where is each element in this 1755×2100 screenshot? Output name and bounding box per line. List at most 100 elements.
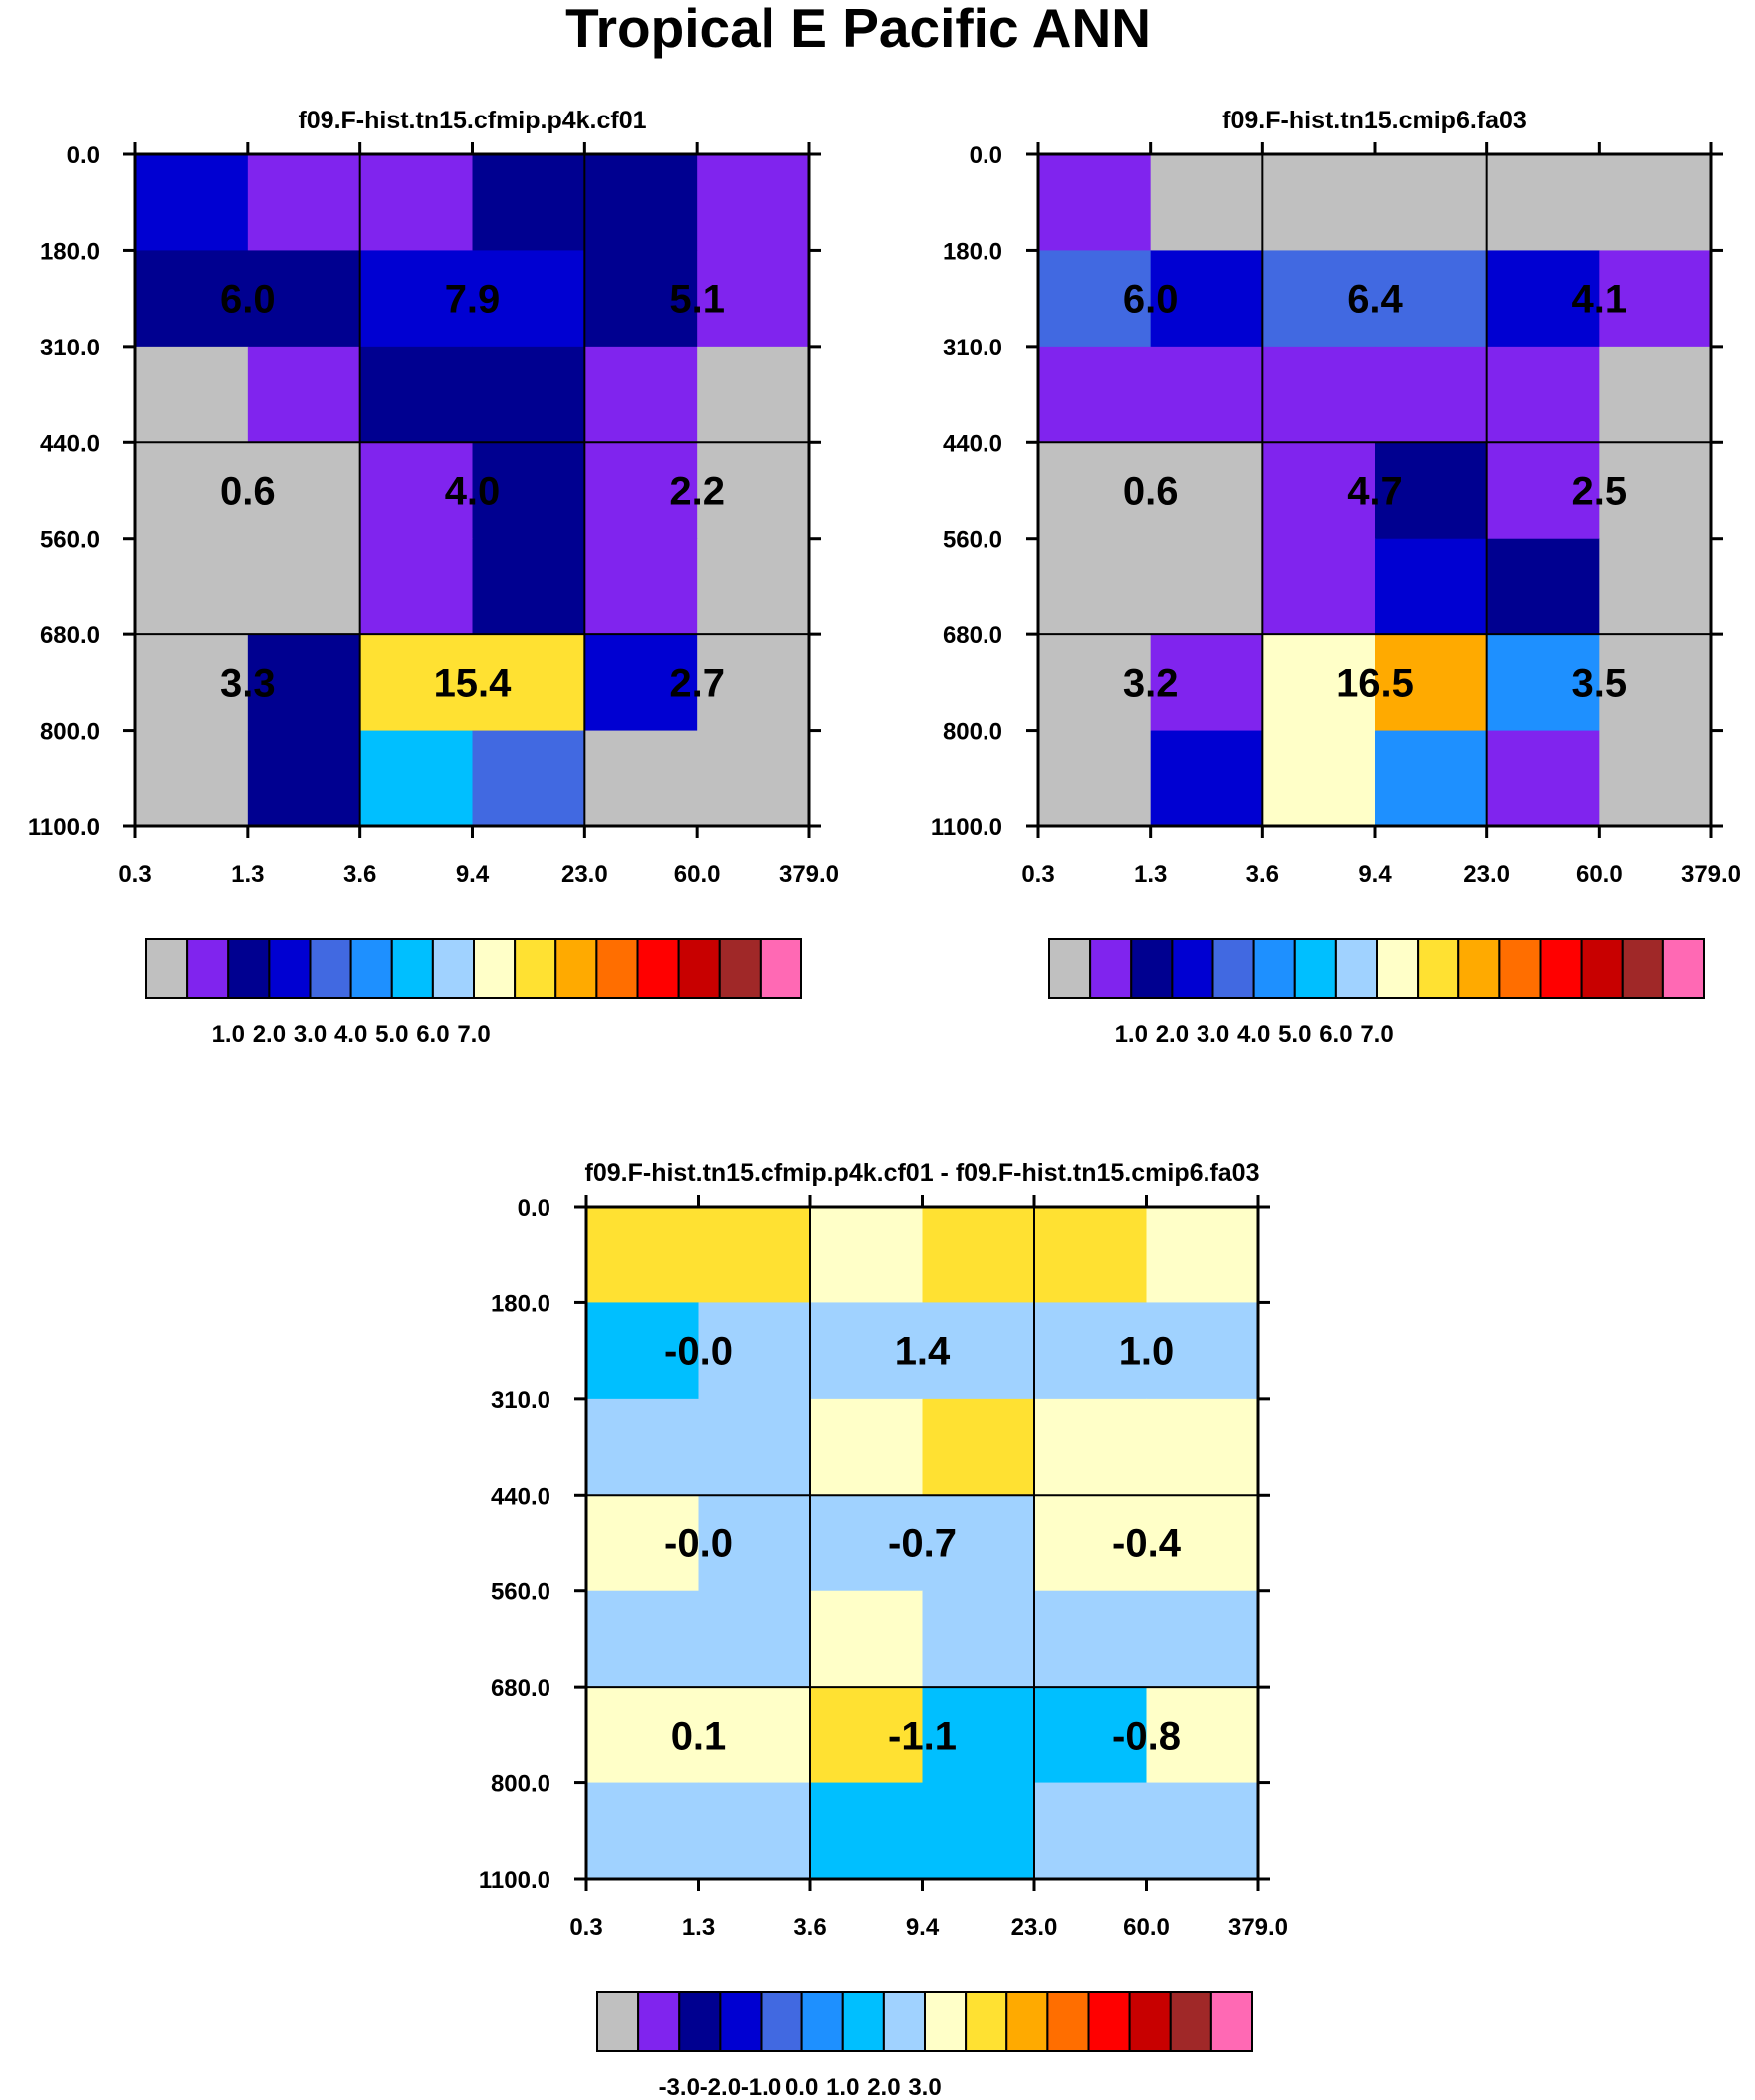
colorbar-box xyxy=(390,938,434,999)
y-tick-label: 310.0 xyxy=(943,335,1002,361)
heatmap-cell xyxy=(584,730,698,827)
y-tick-label: 0.0 xyxy=(67,142,100,169)
heatmap-cell xyxy=(247,730,361,827)
heatmap-cell xyxy=(922,1398,1035,1496)
heatmap-cell xyxy=(247,538,361,635)
colorbar-box xyxy=(309,938,352,999)
colorbar-box xyxy=(800,1991,844,2052)
heatmap-cell xyxy=(359,634,474,732)
y-tick-label: 800.0 xyxy=(491,1771,550,1798)
heatmap-cell xyxy=(1150,346,1263,443)
heatmap-cell xyxy=(1146,1687,1259,1784)
colorbar-box xyxy=(718,938,762,999)
colorbar-box xyxy=(1211,938,1255,999)
heatmap-cell xyxy=(472,154,585,252)
heatmap-cell xyxy=(135,442,249,540)
heatmap-cell xyxy=(1599,346,1712,443)
heatmap-cell xyxy=(1375,538,1488,635)
y-tick-label: 0.0 xyxy=(970,142,1002,169)
y-tick-label: 440.0 xyxy=(40,430,100,457)
heatmap-cell xyxy=(586,1207,700,1304)
heatmap-cell xyxy=(1034,1782,1148,1880)
heatmap-cell xyxy=(1146,1207,1259,1304)
y-tick-label: 680.0 xyxy=(491,1675,550,1702)
colorbar-box xyxy=(1089,938,1133,999)
x-tick-label: 379.0 xyxy=(1681,861,1741,888)
heatmap-cell xyxy=(1375,250,1488,348)
heatmap-cell xyxy=(922,1495,1035,1592)
colorbar-box xyxy=(677,938,721,999)
heatmap-cell xyxy=(1599,730,1712,827)
cell-annotation: 0.6 xyxy=(220,470,276,514)
cell-annotation: -1.1 xyxy=(888,1714,957,1757)
heatmap-cell xyxy=(247,154,361,252)
heatmap-cell xyxy=(697,346,810,443)
heatmap-cell xyxy=(1146,1495,1259,1592)
colorbar-box xyxy=(636,938,680,999)
heatmap-cell xyxy=(584,154,698,252)
x-tick-label: 23.0 xyxy=(1011,1914,1058,1941)
heatmap-cell xyxy=(698,1302,811,1400)
colorbar-box xyxy=(678,1991,722,2052)
heatmap-cell xyxy=(135,730,249,827)
heatmap-cell xyxy=(359,250,474,348)
heatmap-cell xyxy=(247,634,361,732)
y-tick-label: 180.0 xyxy=(40,238,100,265)
colorbar-label: 6.0 xyxy=(1319,1021,1352,1048)
heatmap-cell xyxy=(584,346,698,443)
x-tick-label: 0.3 xyxy=(118,861,151,888)
colorbar-box xyxy=(719,1991,763,2052)
heatmap-cell xyxy=(1262,250,1376,348)
y-tick-label: 800.0 xyxy=(40,719,100,746)
colorbar-label: 4.0 xyxy=(334,1021,367,1048)
colorbar-label: 5.0 xyxy=(375,1021,408,1048)
heatmap-cell xyxy=(1038,250,1152,348)
cell-annotation: -0.0 xyxy=(664,1522,733,1566)
x-tick-label: 23.0 xyxy=(1463,861,1510,888)
heatmap-cell xyxy=(1034,1207,1148,1304)
y-tick-label: 1100.0 xyxy=(479,1867,550,1894)
colorbar-box xyxy=(882,1991,926,2052)
colorbar-box xyxy=(595,938,639,999)
colorbar-label: 0.0 xyxy=(785,2074,818,2100)
cell-annotation: 6.0 xyxy=(220,278,276,322)
colorbar-label: 1.0 xyxy=(826,2074,859,2100)
colorbar-box xyxy=(1661,938,1705,999)
heatmap-cell xyxy=(586,1495,700,1592)
x-tick-label: 379.0 xyxy=(1228,1914,1288,1941)
y-tick-label: 310.0 xyxy=(491,1387,550,1414)
heatmap-cell xyxy=(359,346,474,443)
heatmap-cell xyxy=(1038,442,1152,540)
heatmap-cell xyxy=(135,250,249,348)
heatmap-cell xyxy=(922,1590,1035,1688)
heatmap-cell xyxy=(810,1495,924,1592)
heatmap-cell xyxy=(922,1207,1035,1304)
heatmap-cell xyxy=(810,1302,924,1400)
heatmap-cell xyxy=(1262,730,1376,827)
cell-annotation: 4.1 xyxy=(1572,278,1628,322)
heatmap-cell xyxy=(586,1590,700,1688)
cell-annotation: 1.0 xyxy=(1119,1330,1175,1374)
colorbar-box xyxy=(1005,1991,1049,2052)
heatmap-cell xyxy=(1146,1398,1259,1496)
cell-annotation: 16.5 xyxy=(1336,661,1414,705)
colorbar-box xyxy=(596,1991,640,2052)
x-tick-label: 1.3 xyxy=(1134,861,1167,888)
colorbar-box xyxy=(1498,938,1542,999)
heatmap-cell xyxy=(922,1782,1035,1880)
colorbar-label: 1.0 xyxy=(212,1021,245,1048)
heatmap-cell xyxy=(697,442,810,540)
colorbar-box xyxy=(1457,938,1501,999)
heatmap-cell xyxy=(472,538,585,635)
heatmap-cell xyxy=(1599,634,1712,732)
heatmap-cell xyxy=(135,634,249,732)
x-tick-label: 3.6 xyxy=(793,1914,826,1941)
heatmap-cell xyxy=(1486,154,1600,252)
cell-annotation: 5.1 xyxy=(669,278,725,322)
heatmap-cell xyxy=(1262,634,1376,732)
colorbar-box xyxy=(186,938,230,999)
colorbar-box xyxy=(145,938,189,999)
heatmap-cell xyxy=(1038,346,1152,443)
colorbar-label: 2.0 xyxy=(253,1021,286,1048)
heatmap-cell xyxy=(698,1495,811,1592)
